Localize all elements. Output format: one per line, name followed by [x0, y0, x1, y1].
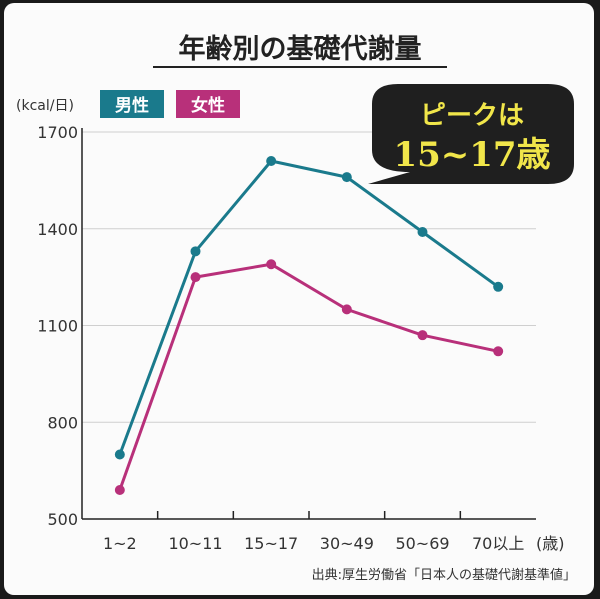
- data-point: [114, 449, 125, 460]
- legend-swatch-1: [100, 90, 164, 118]
- legend: 男性 女性: [100, 90, 240, 118]
- data-point: [493, 281, 504, 292]
- callout-line1: ピークは: [420, 101, 524, 131]
- callout-line2: 15~17歳: [393, 135, 550, 175]
- y-tick-label: 1100: [37, 317, 78, 336]
- series-line-2: [118, 262, 499, 491]
- x-axis-unit: (歳): [536, 534, 565, 553]
- y-tick-label: 1700: [37, 123, 78, 142]
- data-point: [341, 172, 352, 183]
- x-tick-label: 1~2: [103, 534, 137, 553]
- x-tick-label: 70以上: [472, 534, 524, 553]
- legend-swatch-2: [176, 90, 240, 118]
- x-axis-ticks: 1~2 10~11 15~17 30~49 50~69 70以上: [103, 511, 524, 553]
- x-tick-label: 30~49: [320, 534, 374, 553]
- data-point: [190, 246, 201, 257]
- y-tick-label: 500: [47, 510, 78, 529]
- x-tick-label: 10~11: [168, 534, 222, 553]
- y-axis-ticks: 500 800 1100 1400 1700: [37, 123, 78, 529]
- callout-bubble: [368, 84, 574, 184]
- y-tick-label: 1400: [37, 220, 78, 239]
- data-point: [114, 484, 125, 495]
- grid: [81, 128, 536, 520]
- data-point: [417, 330, 428, 341]
- data-point: [266, 156, 277, 167]
- data-point: [493, 346, 504, 357]
- y-tick-label: 800: [47, 413, 78, 432]
- series-layer: [114, 156, 504, 495]
- data-point: [266, 259, 277, 270]
- data-point: [417, 226, 428, 237]
- peak-callout: ピークは 15~17歳: [368, 84, 574, 184]
- x-tick-label: 15~17: [244, 534, 298, 553]
- y-axis-unit: (kcal/日): [16, 98, 74, 114]
- source-note: 出典:厚生労働省「日本人の基礎代謝基準値」: [312, 567, 576, 583]
- legend-label-2: 女性: [191, 95, 225, 116]
- data-point: [341, 304, 352, 315]
- data-point: [190, 272, 201, 283]
- x-tick-label: 50~69: [395, 534, 449, 553]
- series-line-1: [118, 159, 500, 456]
- legend-label-1: 男性: [115, 95, 149, 116]
- chart-title: 年齢別の基礎代謝量: [179, 33, 422, 65]
